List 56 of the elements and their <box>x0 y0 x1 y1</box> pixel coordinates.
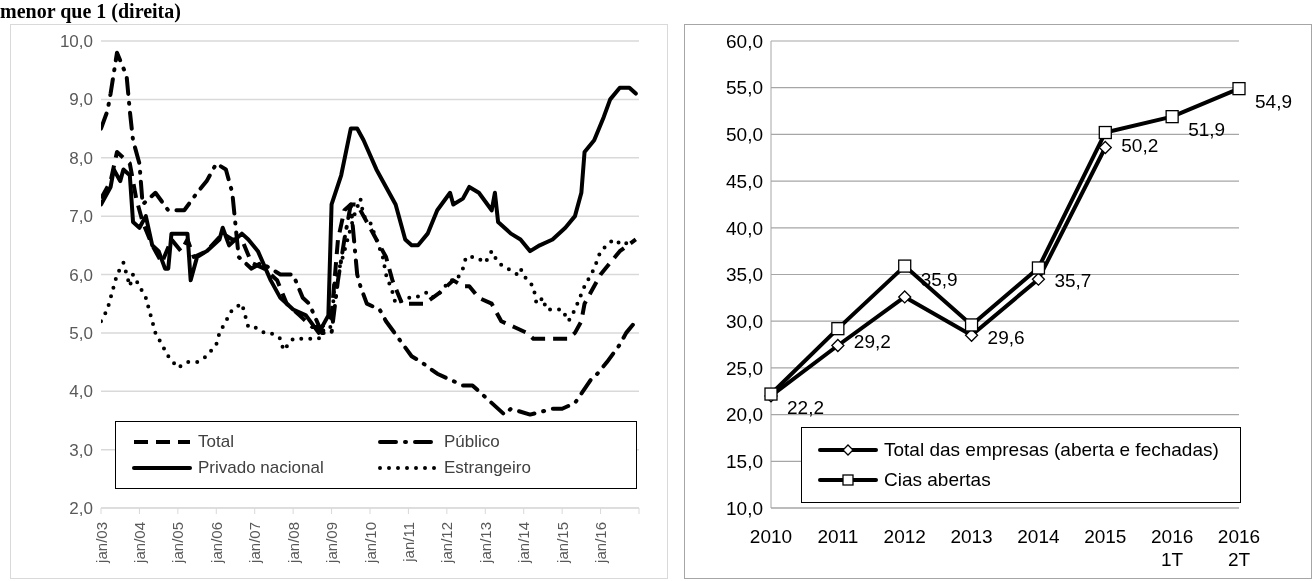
x-tick-label: jan/11 <box>399 522 417 563</box>
x-tick-label: jan/07 <box>246 522 264 564</box>
y-tick-label: 25,0 <box>726 357 763 379</box>
x-tick-label: jan/10 <box>361 522 379 564</box>
y-tick-label: 6,0 <box>69 265 93 285</box>
y-tick-label: 2,0 <box>69 499 93 519</box>
legend-label: Privado nacional <box>198 458 324 478</box>
y-tick-label: 40,0 <box>726 217 763 239</box>
y-tick-label: 60,0 <box>726 30 763 52</box>
y-tick-label: 5,0 <box>69 323 93 343</box>
legend-label: Total <box>198 432 234 452</box>
y-tick-label: 15,0 <box>726 451 763 473</box>
x-tick-label: jan/08 <box>284 522 302 564</box>
x-tick-label: jan/03 <box>92 522 110 564</box>
y-tick-label: 35,0 <box>726 264 763 286</box>
data-label: 29,2 <box>853 331 891 353</box>
legend-label: Cias abertas <box>884 468 991 491</box>
x-tick-label: jan/14 <box>515 522 533 564</box>
x-tick-label: jan/12 <box>438 522 456 564</box>
data-label: 54,9 <box>1255 91 1292 113</box>
y-tick-label: 55,0 <box>726 77 763 99</box>
y-tick-label: 9,0 <box>69 90 93 110</box>
y-tick-label: 10,0 <box>726 497 763 519</box>
x-tick-label: 2016 2T <box>1217 526 1261 570</box>
x-tick-label: 2011 <box>817 526 859 548</box>
x-tick-label: jan/15 <box>553 522 571 564</box>
x-tick-label: jan/06 <box>207 522 225 564</box>
x-tick-label: jan/04 <box>130 522 148 564</box>
data-label: 51,9 <box>1188 119 1226 141</box>
y-tick-label: 30,0 <box>726 310 763 332</box>
x-tick-label: 2014 <box>1017 526 1060 548</box>
legend-label: Estrangeiro <box>444 458 531 478</box>
y-tick-label: 3,0 <box>69 440 93 460</box>
x-tick-label: 2010 <box>749 526 793 548</box>
data-label: 35,7 <box>1054 270 1092 292</box>
data-label: 22,2 <box>787 396 824 418</box>
y-tick-label: 4,0 <box>69 382 93 402</box>
x-tick-label: jan/13 <box>476 522 494 564</box>
x-tick-label: 2015 <box>1084 526 1127 548</box>
x-tick-label: 2016 1T <box>1151 526 1194 570</box>
legend-label: Total das empresas (aberta e fechadas) <box>884 439 1219 462</box>
y-tick-label: 10,0 <box>59 32 93 52</box>
y-tick-label: 20,0 <box>726 404 763 426</box>
y-tick-label: 45,0 <box>726 170 763 192</box>
y-tick-label: 50,0 <box>726 124 763 146</box>
y-tick-label: 7,0 <box>69 207 93 227</box>
x-tick-label: jan/16 <box>592 522 610 564</box>
x-tick-label: jan/09 <box>323 522 341 564</box>
y-tick-label: 8,0 <box>69 148 93 168</box>
x-tick-label: 2013 <box>950 526 993 548</box>
data-label: 29,6 <box>987 327 1025 349</box>
x-tick-label: 2012 <box>883 526 926 548</box>
data-label: 50,2 <box>1121 135 1159 157</box>
legend-label: Público <box>444 432 500 452</box>
chart-title: menor que 1 (direita) <box>0 0 181 22</box>
x-tick-label: jan/05 <box>169 522 187 564</box>
